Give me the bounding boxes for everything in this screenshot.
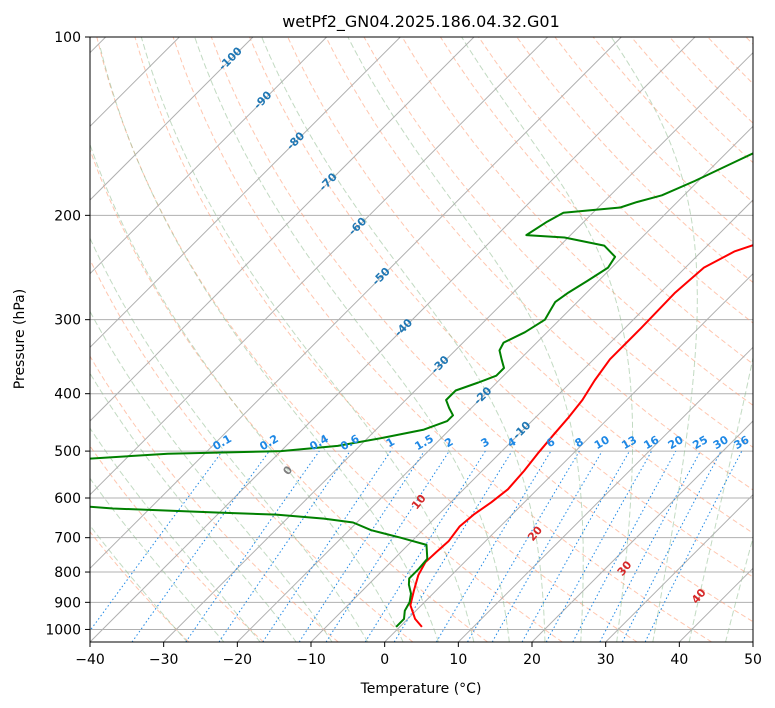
dry-adiabat-line xyxy=(249,37,753,578)
x-tick-label: 10 xyxy=(449,652,467,668)
mixing-ratio-line xyxy=(298,450,425,642)
isotherm-line xyxy=(236,125,753,642)
mixing-ratio-line xyxy=(131,450,270,642)
isotherm-line xyxy=(90,37,475,422)
dry-adiabat-line xyxy=(325,37,753,491)
mixing-ratio-line xyxy=(644,450,743,642)
mixing-ratio-line xyxy=(325,450,450,642)
y-tick-label: 600 xyxy=(54,491,81,507)
x-tick-label: 30 xyxy=(597,652,615,668)
moist-adiabat-line xyxy=(347,37,584,642)
axes: −40 −30 −20 −10 0 10 20 30 40 50 100 200 300 400 500 60… xyxy=(45,30,762,668)
x-tick-label: 50 xyxy=(744,652,762,668)
x-tick-label: −40 xyxy=(75,652,105,668)
isotherm-line xyxy=(531,420,753,642)
moist-adiabat-line xyxy=(90,427,261,642)
x-tick-label: −20 xyxy=(223,652,253,668)
moist-adiabat-line xyxy=(90,310,333,642)
dry-adiabat-line xyxy=(90,148,488,642)
x-tick-label: 40 xyxy=(670,652,688,668)
mixing-ratio-line xyxy=(393,450,513,642)
moist-adiabat-line xyxy=(140,37,475,642)
dewpoint-profile-line xyxy=(90,152,753,628)
mixing-ratio-line xyxy=(545,450,653,642)
moist-adiabat-line xyxy=(261,37,546,642)
profile-lines xyxy=(90,152,753,628)
x-axis-label: Temperature (°C) xyxy=(360,681,482,697)
moist-adiabat-line xyxy=(610,37,698,642)
isotherm-line xyxy=(90,37,622,570)
isotherm-line xyxy=(90,37,254,201)
plot-frame xyxy=(89,36,754,643)
y-tick-label: 300 xyxy=(54,313,81,329)
mixing-ratio-line xyxy=(90,450,223,632)
dry-adiabat-line xyxy=(90,355,339,642)
mixing-ratio-line xyxy=(521,450,630,642)
moist-adiabat-line xyxy=(90,372,297,642)
chart-title: wetPf2_GN04.2025.186.04.32.G01 xyxy=(282,12,560,32)
isotherm-line xyxy=(90,37,696,642)
isotherm-line xyxy=(605,493,753,642)
y-tick-label: 800 xyxy=(54,565,81,581)
y-tick-label: 500 xyxy=(54,444,81,460)
moist-adiabat-line xyxy=(90,236,369,642)
moist-adiabat-line xyxy=(99,46,439,642)
temperature-profile-line xyxy=(409,244,753,628)
mixing-ratio-line xyxy=(262,450,392,642)
dry-adiabat-line xyxy=(439,37,753,365)
isotherm-line xyxy=(163,51,753,642)
mixing-ratio-line xyxy=(218,450,351,642)
dry-adiabat-line xyxy=(516,37,753,284)
y-tick-label: 100 xyxy=(54,30,81,46)
y-tick-label: 900 xyxy=(54,595,81,611)
x-tick-label: 0 xyxy=(380,652,389,668)
isotherm-line xyxy=(90,37,401,349)
isotherm-line xyxy=(90,37,549,496)
dry-adiabat-line xyxy=(401,37,753,406)
y-tick-label: 1000 xyxy=(45,622,81,638)
isotherm-line xyxy=(90,37,328,275)
background-lines xyxy=(90,37,753,642)
moist-adiabat-line xyxy=(90,524,188,642)
isotherm-line xyxy=(457,346,753,642)
x-tick-label: 20 xyxy=(523,652,541,668)
dry-adiabat-line xyxy=(90,531,190,642)
y-tick-label: 400 xyxy=(54,387,81,403)
dry-adiabat-line xyxy=(134,37,638,642)
isotherm-line xyxy=(384,272,753,642)
moist-adiabat-line xyxy=(90,477,225,642)
y-tick-label: 200 xyxy=(54,208,81,224)
moist-adiabat-line xyxy=(90,142,404,642)
x-tick-label: −30 xyxy=(149,652,179,668)
dry-adiabat-line xyxy=(90,445,264,642)
dry-adiabat-line xyxy=(96,37,563,642)
x-tick-label: −10 xyxy=(296,652,326,668)
y-tick-label: 700 xyxy=(54,531,81,547)
dry-adiabat-line xyxy=(172,37,712,642)
dry-adiabat-line xyxy=(210,37,753,623)
mixing-ratio-line xyxy=(572,450,677,642)
y-axis-label: Pressure (hPa) xyxy=(12,289,28,389)
mixing-ratio-line xyxy=(185,450,320,642)
